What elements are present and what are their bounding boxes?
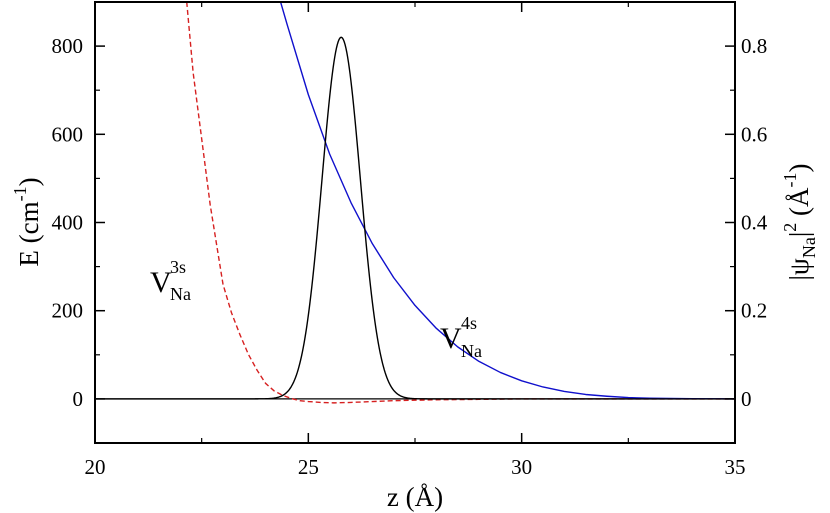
y-left-tick-label: 200 [52,299,84,323]
x-axis-title: z (Å) [387,482,443,512]
y-left-tick-label: 400 [52,211,84,235]
x-tick-label: 25 [298,455,319,479]
annotation-v3s-sup: 3s [170,257,186,277]
y-right-tick-label: 0.8 [741,34,767,58]
x-tick-label: 35 [725,455,746,479]
y-axis-right-title: |ψNa|2 (Å-1) [780,164,819,281]
y-right-tick-label: 0 [741,387,752,411]
y-left-tick-label: 0 [73,387,84,411]
ticks-layer: 20 25 30 35 0 200 400 600 800 0 0.2 0.4 0.6 0.8 [52,2,768,479]
x-tick-label: 20 [85,455,106,479]
annotation-v4s-sub: Na [461,341,482,361]
annotation-v4s-main: V [440,322,462,355]
y-right-tick-label: 0.6 [741,122,767,146]
y-axis-left-title: E (cm-1) [10,177,44,266]
annotation-v3s-main: V [150,266,172,299]
x-tick-label: 30 [511,455,532,479]
series-line-psi [95,36,735,400]
y-left-tick-label: 600 [52,122,84,146]
series-line-v3s [186,2,735,404]
annotation-v3s: V 3s Na [150,257,191,304]
y-right-tick-label: 0.2 [741,299,767,323]
series-layer [95,2,735,404]
annotation-v3s-sub: Na [170,284,191,304]
series-line-v4s [279,2,735,400]
annotation-v4s-sup: 4s [461,313,477,333]
annotation-v4s: V 4s Na [440,313,482,361]
y-left-tick-label: 800 [52,34,84,58]
y-right-tick-label: 0.4 [741,211,768,235]
